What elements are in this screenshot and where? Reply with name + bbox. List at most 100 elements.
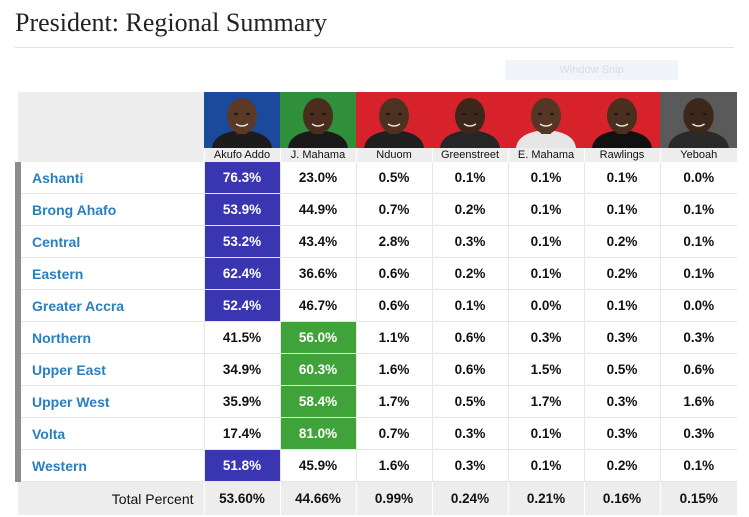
value-cell: 0.1%	[659, 225, 737, 258]
candidate-photo-cell	[432, 92, 508, 148]
region-link[interactable]: Ashanti	[15, 162, 204, 194]
value-cell: 0.1%	[507, 417, 584, 450]
value-cell: 41.5%	[203, 321, 280, 354]
value-cell: 0.1%	[431, 289, 508, 322]
table-row: Central 53.2% 43.4% 2.8% 0.3% 0.1% 0.2% 0.1%	[15, 225, 737, 258]
photo-row	[18, 92, 737, 162]
value-cell: 0.6%	[355, 257, 432, 290]
region-link[interactable]: Eastern	[15, 257, 204, 290]
title-divider	[15, 47, 734, 48]
value-cell: 0.5%	[583, 353, 660, 386]
winner-value-cell: 53.9%	[203, 193, 280, 226]
value-cell: 0.3%	[431, 225, 508, 258]
candidate-photo	[432, 92, 508, 148]
region-link[interactable]: Western	[15, 449, 204, 482]
value-cell: 0.1%	[507, 162, 584, 194]
value-cell: 0.7%	[355, 417, 432, 450]
region-link[interactable]: Greater Accra	[15, 289, 204, 322]
winner-value-cell: 60.3%	[279, 353, 356, 386]
value-cell: 0.3%	[507, 321, 584, 354]
total-label: Total Percent	[18, 481, 204, 515]
value-cell: 0.3%	[431, 449, 508, 482]
region-link[interactable]: Central	[15, 225, 204, 258]
value-cell: 0.2%	[431, 193, 508, 226]
total-value: 0.99%	[355, 481, 432, 515]
table-row: Brong Ahafo 53.9% 44.9% 0.7% 0.2% 0.1% 0.1% 0.1…	[15, 193, 737, 226]
candidate-photo-cell	[204, 92, 280, 148]
total-row: Total Percent 53.60% 44.66% 0.99% 0.24% …	[18, 481, 737, 515]
region-link[interactable]: Upper West	[15, 385, 204, 418]
value-cell: 0.2%	[583, 449, 660, 482]
value-cell: 0.6%	[355, 289, 432, 322]
value-cell: 45.9%	[279, 449, 356, 482]
value-cell: 0.3%	[583, 385, 660, 418]
candidate-name: Nduom	[355, 148, 432, 162]
value-cell: 23.0%	[279, 162, 356, 194]
value-cell: 1.6%	[355, 353, 432, 386]
portrait-image	[280, 92, 356, 148]
value-cell: 0.5%	[431, 385, 508, 418]
value-cell: 1.5%	[507, 353, 584, 386]
candidate-name: J. Mahama	[279, 148, 356, 162]
table-row: Greater Accra 52.4% 46.7% 0.6% 0.1% 0.0% 0.1% 0…	[15, 289, 737, 322]
region-link[interactable]: Upper East	[15, 353, 204, 386]
candidate-photo-cell	[508, 92, 584, 148]
value-cell: 0.7%	[355, 193, 432, 226]
value-cell: 44.9%	[279, 193, 356, 226]
value-cell: 1.1%	[355, 321, 432, 354]
candidate-photo-cell	[660, 92, 737, 148]
candidate-name: Akufo Addo	[203, 148, 280, 162]
region-link[interactable]: Volta	[15, 417, 204, 450]
region-rows: Ashanti 76.3% 23.0% 0.5% 0.1% 0.1% 0.1% 0.0% Bro…	[15, 162, 737, 482]
value-cell: 0.0%	[659, 162, 737, 194]
table-row: Ashanti 76.3% 23.0% 0.5% 0.1% 0.1% 0.1% 0.0%	[15, 162, 737, 194]
winner-value-cell: 58.4%	[279, 385, 356, 418]
value-cell: 0.6%	[431, 353, 508, 386]
candidate-photo-cell	[280, 92, 356, 148]
portrait-image	[584, 92, 660, 148]
value-cell: 0.1%	[583, 162, 660, 194]
table-row: Upper West 35.9% 58.4% 1.7% 0.5% 1.7% 0.3% 1.6%	[15, 385, 737, 418]
value-cell: 0.0%	[507, 289, 584, 322]
region-link[interactable]: Brong Ahafo	[15, 193, 204, 226]
table-row: Western 51.8% 45.9% 1.6% 0.3% 0.1% 0.2% 0.1%	[15, 449, 737, 482]
total-value: 44.66%	[279, 481, 356, 515]
candidate-name: Yeboah	[659, 148, 737, 162]
winner-value-cell: 52.4%	[203, 289, 280, 322]
winner-value-cell: 51.8%	[203, 449, 280, 482]
table-row: Eastern 62.4% 36.6% 0.6% 0.2% 0.1% 0.2% 0.1%	[15, 257, 737, 290]
value-cell: 0.1%	[659, 193, 737, 226]
total-value: 0.21%	[507, 481, 584, 515]
candidate-photo	[584, 92, 660, 148]
total-value: 53.60%	[203, 481, 280, 515]
value-cell: 0.2%	[431, 257, 508, 290]
value-cell: 1.7%	[355, 385, 432, 418]
value-cell: 34.9%	[203, 353, 280, 386]
table-row: Upper East 34.9% 60.3% 1.6% 0.6% 1.5% 0.5% 0.6%	[15, 353, 737, 386]
candidate-photo	[204, 92, 280, 148]
winner-value-cell: 53.2%	[203, 225, 280, 258]
results-table: Akufo Addo J. Mahama Nduom Greenstreet E…	[15, 92, 737, 515]
table-row: Northern 41.5% 56.0% 1.1% 0.6% 0.3% 0.3% 0.3%	[15, 321, 737, 354]
value-cell: 0.1%	[507, 257, 584, 290]
value-cell: 35.9%	[203, 385, 280, 418]
total-value: 0.24%	[431, 481, 508, 515]
value-cell: 0.1%	[431, 162, 508, 194]
value-cell: 0.3%	[659, 417, 737, 450]
value-cell: 0.0%	[659, 289, 737, 322]
region-link[interactable]: Northern	[15, 321, 204, 354]
value-cell: 0.6%	[431, 321, 508, 354]
value-cell: 0.3%	[659, 321, 737, 354]
value-cell: 0.1%	[659, 257, 737, 290]
table-corner	[18, 92, 204, 162]
value-cell: 0.3%	[583, 321, 660, 354]
candidate-name-row: Akufo Addo J. Mahama Nduom Greenstreet E…	[18, 148, 737, 162]
total-value: 0.16%	[583, 481, 660, 515]
candidate-photo	[356, 92, 432, 148]
value-cell: 0.6%	[659, 353, 737, 386]
candidate-photo	[508, 92, 584, 148]
value-cell: 0.1%	[583, 289, 660, 322]
winner-value-cell: 76.3%	[203, 162, 280, 194]
portrait-image	[432, 92, 508, 148]
candidate-photo	[280, 92, 356, 148]
